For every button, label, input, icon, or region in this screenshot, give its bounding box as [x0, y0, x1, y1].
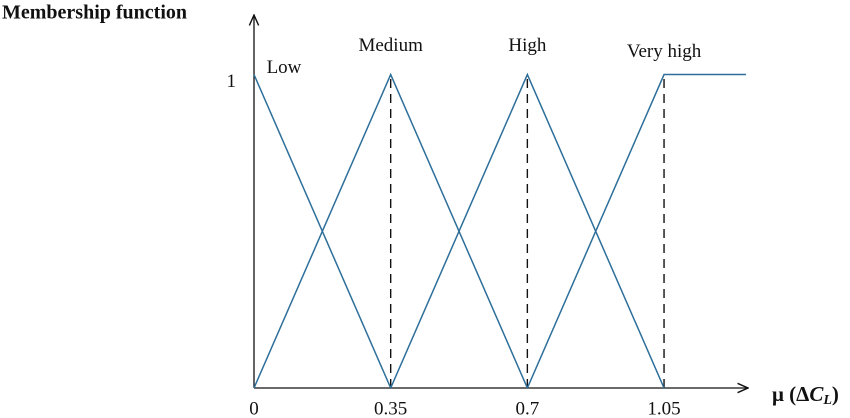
chart-title: Membership function: [2, 2, 187, 24]
x-axis-label: μ (ΔCL): [772, 382, 839, 408]
x-label-part: ): [832, 382, 839, 406]
series-label: Very high: [627, 41, 702, 62]
x-label-part: μ (Δ: [772, 382, 809, 406]
series-line: [526, 73, 747, 389]
y-tick-label: 1: [227, 71, 237, 92]
x-label-part: C: [809, 382, 824, 406]
x-tick-label: 0: [249, 398, 259, 418]
x-tick-label: 1.05: [647, 398, 680, 418]
series-line: [253, 72, 529, 389]
series-label: High: [508, 35, 547, 56]
x-tick-label: 0.35: [374, 398, 407, 418]
series-label: Medium: [358, 35, 423, 56]
series-line: [389, 72, 665, 389]
x-tick-label: 0.7: [515, 398, 539, 418]
x-label-part: L: [822, 393, 832, 408]
series-label: Low: [267, 57, 302, 78]
